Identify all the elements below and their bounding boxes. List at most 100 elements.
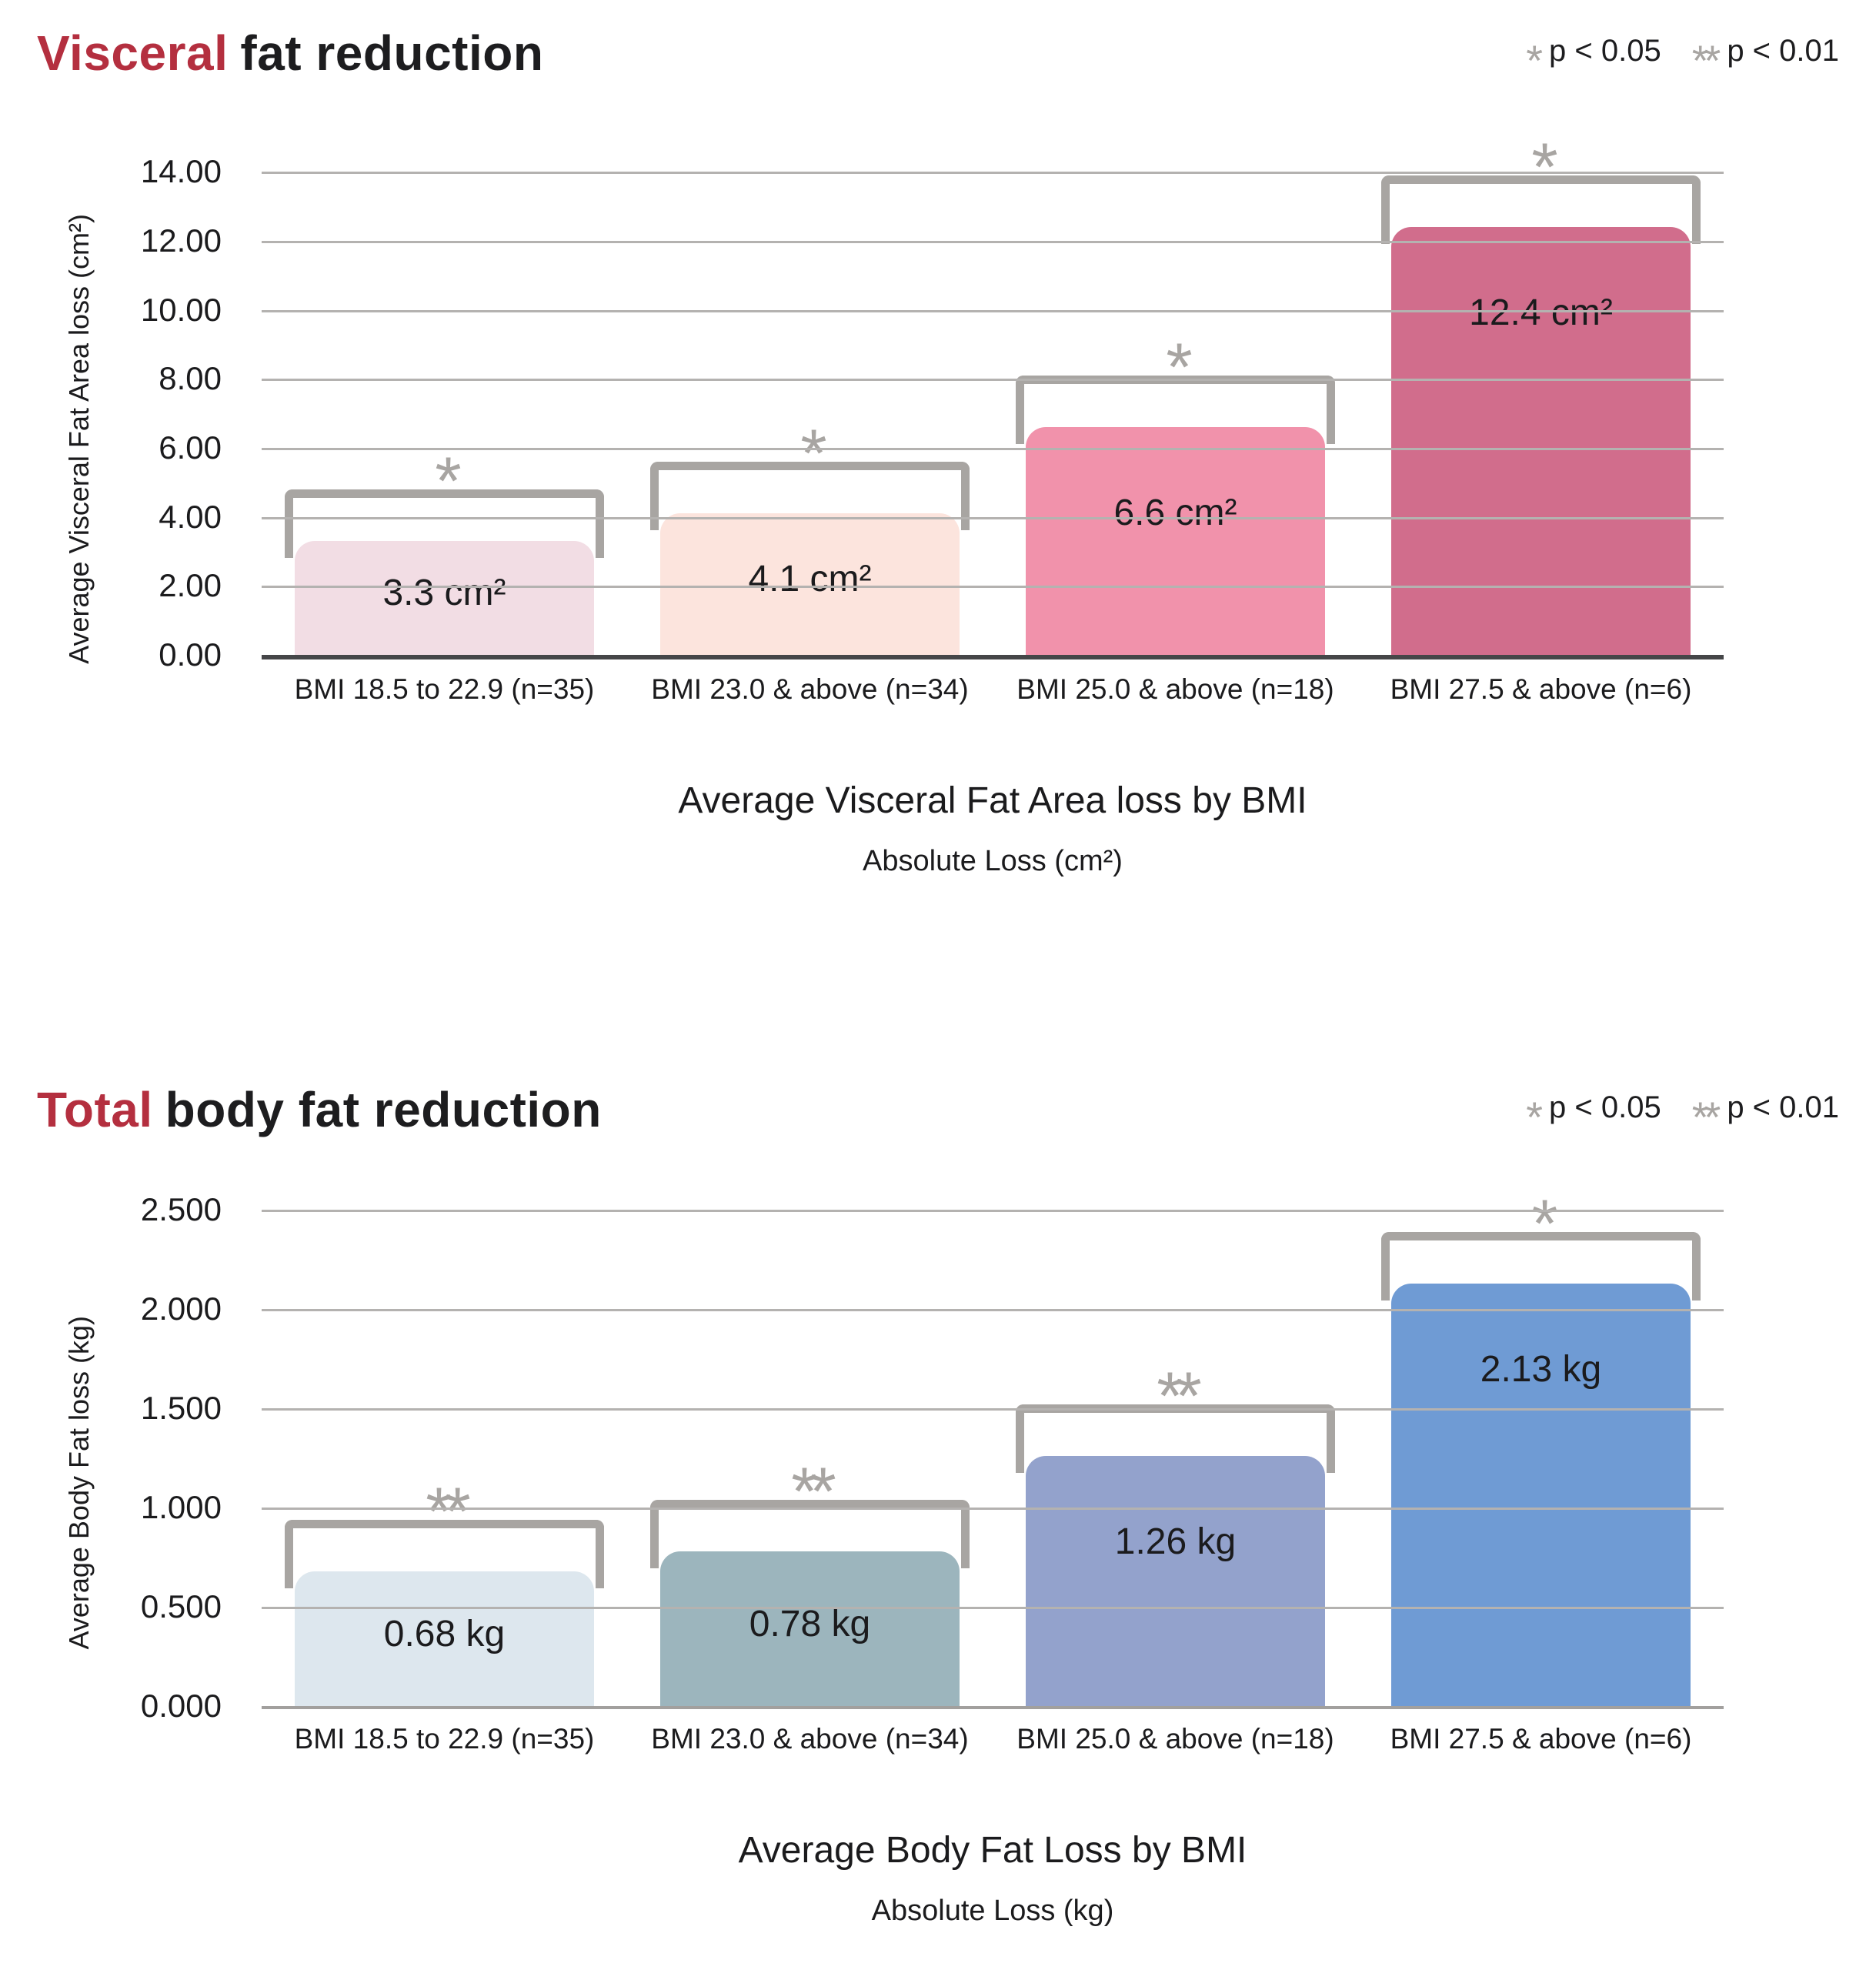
y-axis-tick-label: 6.00 [159,429,222,466]
chart-subtitle: Average Visceral Fat Area loss by BMI [678,780,1307,822]
section-header: Visceral fat reduction * p < 0.05 ** p < … [37,25,1839,85]
bars-layer: 3.3 cm² * 4.1 cm² * 6.6 cm² * 12.4 cm² * [262,132,1724,656]
x-axis-category-label: BMI 23.0 & above (n=34) [651,1723,969,1755]
bar-value-label: 12.4 cm² [1469,292,1613,333]
significance-legend: * p < 0.05 ** p < 0.01 [1526,1090,1839,1141]
gridline [262,516,1724,519]
significance-asterisk-icon: ** [426,1472,470,1549]
x-axis-category-label: BMI 25.0 & above (n=18) [1016,1723,1334,1755]
significance-asterisk-icon: * [1531,128,1557,205]
bar: 1.26 kg ** [1015,1362,1336,1707]
plot-area: 2.500 2.000 1.500 1.000 0.500 0.000 0.68 kg **… [141,1189,1724,1724]
chart-caption: Absolute Loss (kg) [871,1895,1114,1928]
y-axis-ticks: 2.500 2.000 1.500 1.000 0.500 0.000 [37,1191,239,1724]
y-axis-tick-label: 4.00 [159,498,222,535]
bar-value-label: 6.6 cm² [1113,492,1237,534]
gridline [262,240,1724,243]
y-axis-tick-label: 2.500 [140,1191,222,1228]
bar-slot: 0.68 kg ** [262,1210,627,1707]
visceral-fat-section: Visceral fat reduction * p < 0.05 ** p < … [37,25,1839,878]
significance-bracket [1380,1231,1701,1301]
legend-p-value-2: p < 0.01 [1727,34,1839,68]
body-fat-bar-chart: Average Body Fat loss (kg) 2.500 2.000 1.5… [37,1189,1839,1755]
x-axis-category-label: BMI 23.0 & above (n=34) [651,673,969,706]
bar-value-label: 2.13 kg [1480,1348,1602,1390]
section-title-accent: Total [37,1082,153,1138]
bar-value-label: 3.3 cm² [382,573,506,614]
y-axis-ticks: 14.00 12.00 10.00 8.00 6.00 4.00 2.00 0.00 [37,153,239,673]
gridline [262,586,1724,589]
significance-bracket [284,1519,605,1588]
chart-caption: Absolute Loss (cm²) [863,845,1123,878]
significance-asterisk-icon: ** [1157,1357,1201,1434]
section-title: Total body fat reduction [37,1084,602,1136]
y-axis-tick-label: 8.00 [159,360,222,397]
gridline [262,448,1724,451]
legend-p-value-1: p < 0.05 [1549,1090,1661,1125]
bar: 6.6 cm² * [1015,333,1336,656]
bar: 3.3 cm² * [284,447,605,656]
bar-value-label: 1.26 kg [1114,1521,1237,1563]
plot-wrap: 2.500 2.000 1.500 1.000 0.500 0.000 0.68 kg **… [141,1189,1724,1724]
y-axis-tick-label: 1.500 [140,1390,222,1427]
y-axis-tick-label: 0.00 [159,636,222,673]
bar-slot: 4.1 cm² * [627,172,993,656]
significance-asterisk-icon: * [800,415,826,492]
bar-value-label: 4.1 cm² [748,559,872,600]
bar-value-label: 0.78 kg [749,1603,871,1644]
gridline [262,1309,1724,1312]
y-axis-tick-label: 10.00 [140,291,222,328]
bar: 12.4 cm² * [1380,132,1701,656]
section-title-rest: body fat reduction [165,1082,602,1138]
section-header: Total body fat reduction * p < 0.05 ** p … [37,1084,1839,1141]
bar-slot: 2.13 kg * [1358,1189,1724,1707]
bar-slot: 6.6 cm² * [993,172,1358,656]
x-axis-category-labels: BMI 18.5 to 22.9 (n=35) BMI 23.0 & above … [262,1709,1724,1755]
bar-slot: 3.3 cm² * [262,172,627,656]
significance-bracket [284,489,605,559]
y-axis-tick-label: 12.00 [140,222,222,259]
gridline [262,1607,1724,1610]
significance-asterisk-icon: * [1166,329,1192,406]
significance-legend: * p < 0.05 ** p < 0.01 [1526,34,1839,85]
y-axis-tick-label: 0.000 [140,1688,222,1725]
bar: 2.13 kg * [1380,1189,1701,1707]
bar: 0.78 kg ** [649,1457,970,1707]
bar-slot: 0.78 kg ** [627,1210,993,1707]
chart-subtitle: Average Body Fat Loss by BMI [738,1830,1247,1872]
significance-bracket [1380,175,1701,244]
gridline [262,1210,1724,1213]
significance-bracket [649,1500,970,1569]
legend-p-value-1: p < 0.05 [1549,34,1661,68]
y-axis-tick-label: 2.000 [140,1291,222,1327]
section-title-accent: Visceral [37,25,229,81]
x-axis-category-label: BMI 25.0 & above (n=18) [1016,673,1334,706]
total-body-fat-section: Total body fat reduction * p < 0.05 ** p … [37,1084,1839,1928]
section-title: Visceral fat reduction [37,25,544,81]
section-title-rest: fat reduction [240,25,544,81]
x-axis-category-labels: BMI 18.5 to 22.9 (n=35) BMI 23.0 & above … [262,659,1724,706]
bar-slot: 12.4 cm² * [1358,132,1724,656]
bar-slot: 1.26 kg ** [993,1210,1358,1707]
gridline [262,1408,1724,1411]
significance-asterisk-icon: ** [791,1453,836,1530]
y-axis-tick-label: 1.000 [140,1489,222,1526]
y-axis-tick-label: 2.00 [159,567,222,604]
plot-area: 14.00 12.00 10.00 8.00 6.00 4.00 2.00 0.00 3.3 … [141,132,1724,673]
significance-asterisk-icon: * [435,442,461,519]
x-axis-category-label: BMI 18.5 to 22.9 (n=35) [294,673,595,706]
x-axis-category-label: BMI 18.5 to 22.9 (n=35) [294,1723,595,1755]
significance-bracket [649,462,970,531]
legend-p-value-2: p < 0.01 [1727,1090,1839,1125]
bar: 4.1 cm² * [649,419,970,656]
y-axis-tick-label: 14.00 [140,153,222,190]
bars-layer: 0.68 kg ** 0.78 kg ** 1.26 kg ** 2.13 kg * [262,1189,1724,1707]
x-axis-category-label: BMI 27.5 & above (n=6) [1390,673,1692,706]
visceral-bar-chart: Average Visceral Fat Area loss (cm²) 14.… [37,132,1839,706]
bar-value-label: 0.68 kg [383,1613,506,1654]
x-axis-category-label: BMI 27.5 & above (n=6) [1390,1723,1692,1755]
gridline [262,309,1724,312]
plot-wrap: 14.00 12.00 10.00 8.00 6.00 4.00 2.00 0.00 3.3 … [141,132,1724,673]
y-axis-tick-label: 0.500 [140,1588,222,1625]
